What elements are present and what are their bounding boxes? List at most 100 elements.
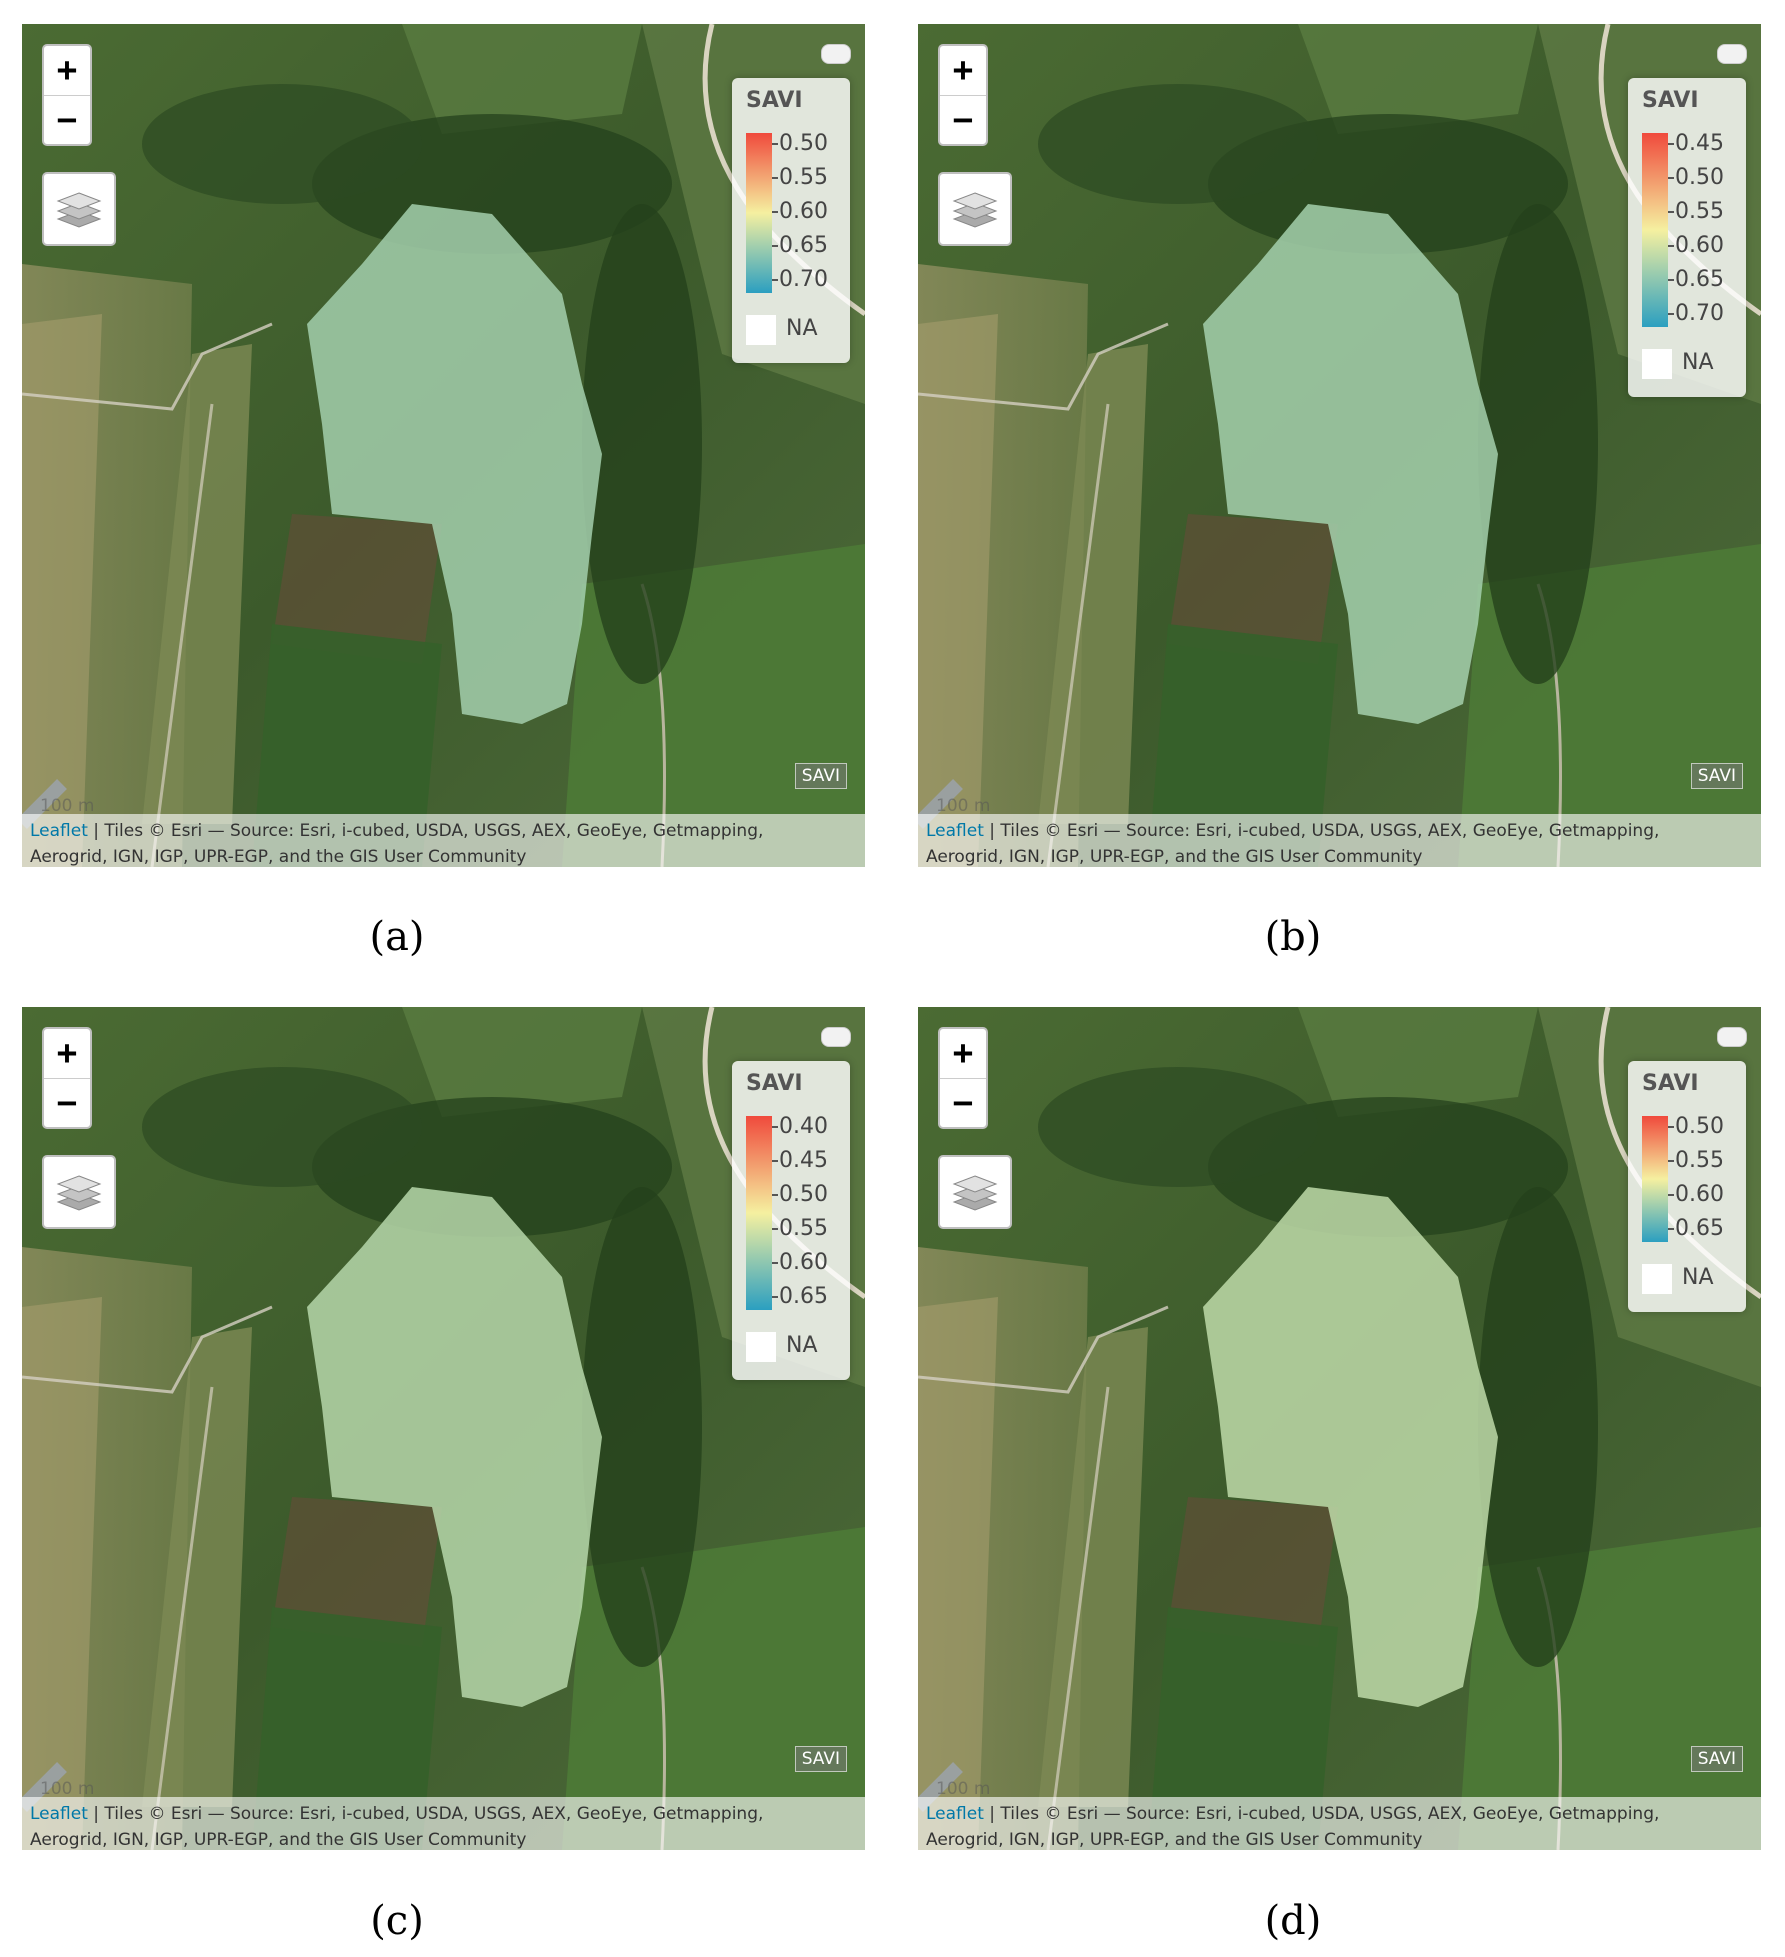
zoom-in-button[interactable]: + <box>940 1029 986 1079</box>
zoom-control: + − <box>938 1027 988 1129</box>
savi-field-overlay <box>307 1187 602 1707</box>
zoom-control: + − <box>42 1027 92 1129</box>
map-panel[interactable]: + − SAVI 0.50 0.55 0.60 0.65 0.70 NA SAVI 100 … <box>22 24 865 867</box>
legend-title: SAVI <box>1642 88 1699 113</box>
panel-caption: (a) <box>369 914 425 960</box>
legend-na-swatch <box>1642 1264 1672 1294</box>
savi-field-overlay <box>1203 1187 1498 1707</box>
legend-tick-label: 0.55 <box>1668 199 1724 224</box>
map-attribution: Leaflet | Tiles © Esri — Source: Esri, i… <box>918 1797 1761 1850</box>
legend-na-label: NA <box>1682 1265 1714 1290</box>
legend-tick-label: 0.65 <box>1668 267 1724 292</box>
legend-na-swatch <box>746 1332 776 1362</box>
legend-tick-label: 0.55 <box>772 1216 828 1241</box>
attribution-line-1: | Tiles © Esri — Source: Esri, i-cubed, … <box>87 1804 764 1824</box>
legend-color-ramp <box>1642 1116 1668 1242</box>
attribution-line-2: Aerogrid, IGN, IGP, UPR-EGP, and the GIS… <box>30 1830 527 1850</box>
scale-metric: 100 m <box>40 796 95 816</box>
zoom-out-button[interactable]: − <box>952 1083 974 1123</box>
layers-icon <box>56 1175 102 1211</box>
panel-caption: (b) <box>1264 914 1322 960</box>
legend-tick-label: 0.60 <box>772 199 828 224</box>
legend-tick-label: 0.65 <box>1668 1216 1724 1241</box>
legend-tick-label: 0.45 <box>772 1148 828 1173</box>
savi-field-overlay <box>307 204 602 724</box>
savi-watermark: SAVI <box>794 1746 847 1772</box>
map-panel[interactable]: + − SAVI 0.45 0.50 0.55 0.60 0.65 0.70 NA SAVI … <box>918 24 1761 867</box>
attribution-line-2: Aerogrid, IGN, IGP, UPR-EGP, and the GIS… <box>30 847 527 867</box>
savi-legend: SAVI 0.50 0.55 0.60 0.65 0.70 NA <box>732 78 850 363</box>
legend-tick-label: 0.60 <box>1668 1182 1724 1207</box>
savi-legend: SAVI 0.45 0.50 0.55 0.60 0.65 0.70 NA <box>1628 78 1746 397</box>
map-attribution: Leaflet | Tiles © Esri — Source: Esri, i… <box>22 1797 865 1850</box>
layers-control-button[interactable] <box>42 1155 116 1229</box>
attribution-line-2: Aerogrid, IGN, IGP, UPR-EGP, and the GIS… <box>926 847 1423 867</box>
map-attribution: Leaflet | Tiles © Esri — Source: Esri, i… <box>918 814 1761 867</box>
legend-tick-label: 0.45 <box>1668 131 1724 156</box>
legend-na-label: NA <box>786 1333 818 1358</box>
legend-color-ramp <box>1642 133 1668 327</box>
layers-icon <box>952 192 998 228</box>
savi-legend: SAVI 0.40 0.45 0.50 0.55 0.60 0.65 NA <box>732 1061 850 1380</box>
legend-tick-label: 0.40 <box>772 1114 828 1139</box>
legend-title: SAVI <box>746 1071 803 1096</box>
scale-metric: 100 m <box>40 1779 95 1799</box>
map-toggle-button[interactable] <box>1717 1027 1747 1047</box>
legend-tick-label: 0.60 <box>1668 233 1724 258</box>
scale-bar: 100 m <box>936 796 990 816</box>
savi-watermark: SAVI <box>1690 1746 1743 1772</box>
map-panel[interactable]: + − SAVI 0.50 0.55 0.60 0.65 NA SAVI 100 m Le… <box>918 1007 1761 1850</box>
legend-na-label: NA <box>1682 350 1714 375</box>
savi-field-overlay <box>1203 204 1498 724</box>
attribution-line-1: | Tiles © Esri — Source: Esri, i-cubed, … <box>87 821 764 841</box>
scale-metric: 100 m <box>936 1779 991 1799</box>
legend-tick-label: 0.65 <box>772 1284 828 1309</box>
scale-bar: 100 m <box>40 1779 94 1799</box>
attribution-line-2: Aerogrid, IGN, IGP, UPR-EGP, and the GIS… <box>926 1830 1423 1850</box>
map-panel[interactable]: + − SAVI 0.40 0.45 0.50 0.55 0.60 0.65 NA SAVI … <box>22 1007 865 1850</box>
savi-watermark: SAVI <box>794 763 847 789</box>
zoom-control: + − <box>938 44 988 146</box>
savi-legend: SAVI 0.50 0.55 0.60 0.65 NA <box>1628 1061 1746 1312</box>
leaflet-link[interactable]: Leaflet <box>30 821 88 841</box>
legend-na-label: NA <box>786 316 818 341</box>
legend-tick-label: 0.55 <box>772 165 828 190</box>
zoom-control: + − <box>42 44 92 146</box>
leaflet-link[interactable]: Leaflet <box>30 1804 88 1824</box>
zoom-in-button[interactable]: + <box>940 46 986 96</box>
legend-title: SAVI <box>746 88 803 113</box>
panel-caption: (d) <box>1264 1898 1322 1944</box>
legend-tick-label: 0.50 <box>772 1182 828 1207</box>
attribution-line-1: | Tiles © Esri — Source: Esri, i-cubed, … <box>983 1804 1660 1824</box>
zoom-in-button[interactable]: + <box>44 46 90 96</box>
map-toggle-button[interactable] <box>1717 44 1747 64</box>
legend-tick-label: 0.50 <box>1668 165 1724 190</box>
legend-tick-label: 0.60 <box>772 1250 828 1275</box>
panel-caption: (c) <box>370 1898 424 1944</box>
legend-na-swatch <box>1642 349 1672 379</box>
layers-control-button[interactable] <box>42 172 116 246</box>
zoom-out-button[interactable]: − <box>56 100 78 140</box>
legend-tick-label: 0.65 <box>772 233 828 258</box>
map-attribution: Leaflet | Tiles © Esri — Source: Esri, i… <box>22 814 865 867</box>
layers-control-button[interactable] <box>938 1155 1012 1229</box>
map-toggle-button[interactable] <box>821 1027 851 1047</box>
map-toggle-button[interactable] <box>821 44 851 64</box>
legend-tick-label: 0.70 <box>1668 301 1724 326</box>
scale-metric: 100 m <box>936 796 991 816</box>
layers-control-button[interactable] <box>938 172 1012 246</box>
legend-tick-label: 0.55 <box>1668 1148 1724 1173</box>
savi-watermark: SAVI <box>1690 763 1743 789</box>
leaflet-link[interactable]: Leaflet <box>926 821 984 841</box>
zoom-out-button[interactable]: − <box>56 1083 78 1123</box>
zoom-out-button[interactable]: − <box>952 100 974 140</box>
legend-na-swatch <box>746 315 776 345</box>
legend-color-ramp <box>746 133 772 293</box>
leaflet-link[interactable]: Leaflet <box>926 1804 984 1824</box>
legend-title: SAVI <box>1642 1071 1699 1096</box>
scale-bar: 100 m <box>40 796 94 816</box>
scale-bar: 100 m <box>936 1779 990 1799</box>
legend-tick-label: 0.50 <box>1668 1114 1724 1139</box>
layers-icon <box>952 1175 998 1211</box>
zoom-in-button[interactable]: + <box>44 1029 90 1079</box>
